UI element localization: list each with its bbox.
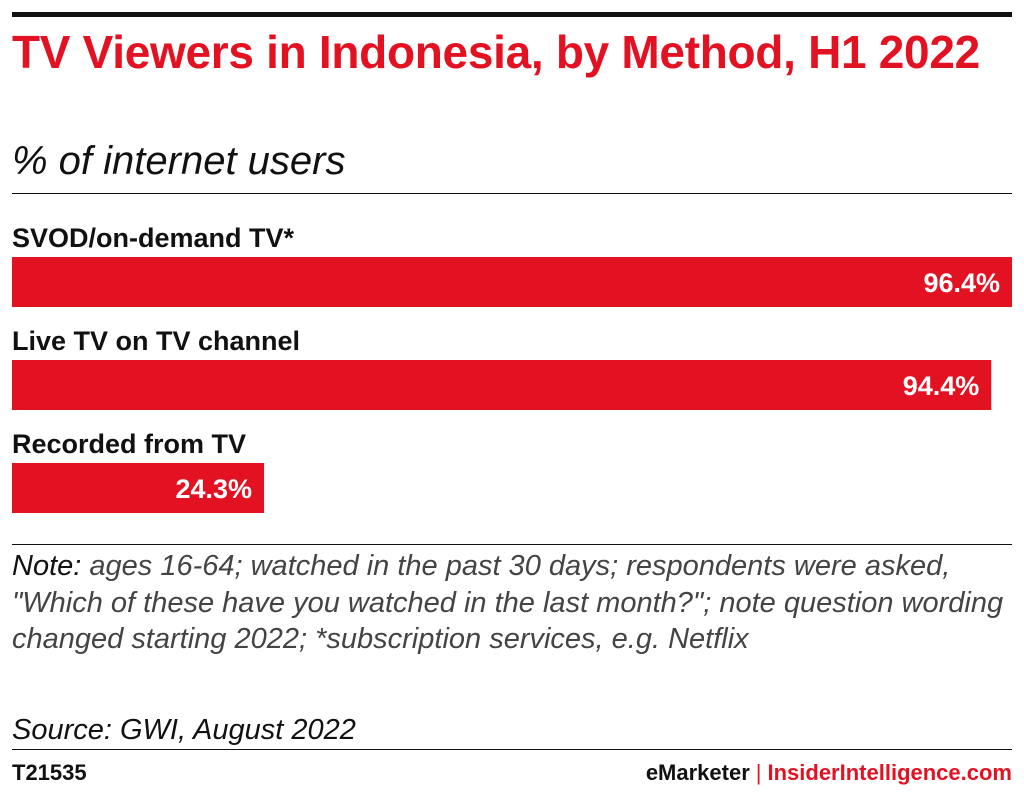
value-label: 96.4% bbox=[923, 268, 1000, 298]
site-link[interactable]: InsiderIntelligence.com bbox=[767, 760, 1012, 785]
footer-brand: eMarketer | InsiderIntelligence.com bbox=[646, 759, 1012, 787]
notes-text: ages 16-64; watched in the past 30 days;… bbox=[12, 550, 1004, 655]
brand-name: eMarketer bbox=[645, 760, 750, 785]
bar bbox=[12, 360, 992, 410]
notes-divider bbox=[12, 544, 1012, 545]
value-label: 94.4% bbox=[903, 371, 980, 401]
chart-title: TV Viewers in Indonesia, by Method, H1 2… bbox=[12, 26, 980, 78]
category-label: Live TV on TV channel bbox=[12, 326, 300, 356]
brand-separator: | bbox=[755, 760, 762, 785]
chart-notes: Note: ages 16-64; watched in the past 30… bbox=[12, 548, 1012, 658]
category-label: SVOD/on-demand TV* bbox=[12, 223, 295, 253]
top-rule bbox=[12, 12, 1012, 17]
bar bbox=[12, 257, 1012, 307]
value-label: 24.3% bbox=[176, 474, 253, 504]
category-label: Recorded from TV bbox=[12, 429, 246, 459]
notes-label: Note: bbox=[12, 550, 82, 582]
footer-divider bbox=[12, 749, 1012, 750]
chart-subtitle: % of internet users bbox=[12, 139, 346, 183]
chart-source: Source: GWI, August 2022 bbox=[12, 714, 356, 746]
bar-chart: SVOD/on-demand TV* 96.4% Live TV on TV cha… bbox=[12, 223, 1012, 513]
chart-id: T21535 bbox=[12, 760, 87, 785]
bar bbox=[12, 463, 265, 513]
header-divider bbox=[12, 193, 1012, 194]
